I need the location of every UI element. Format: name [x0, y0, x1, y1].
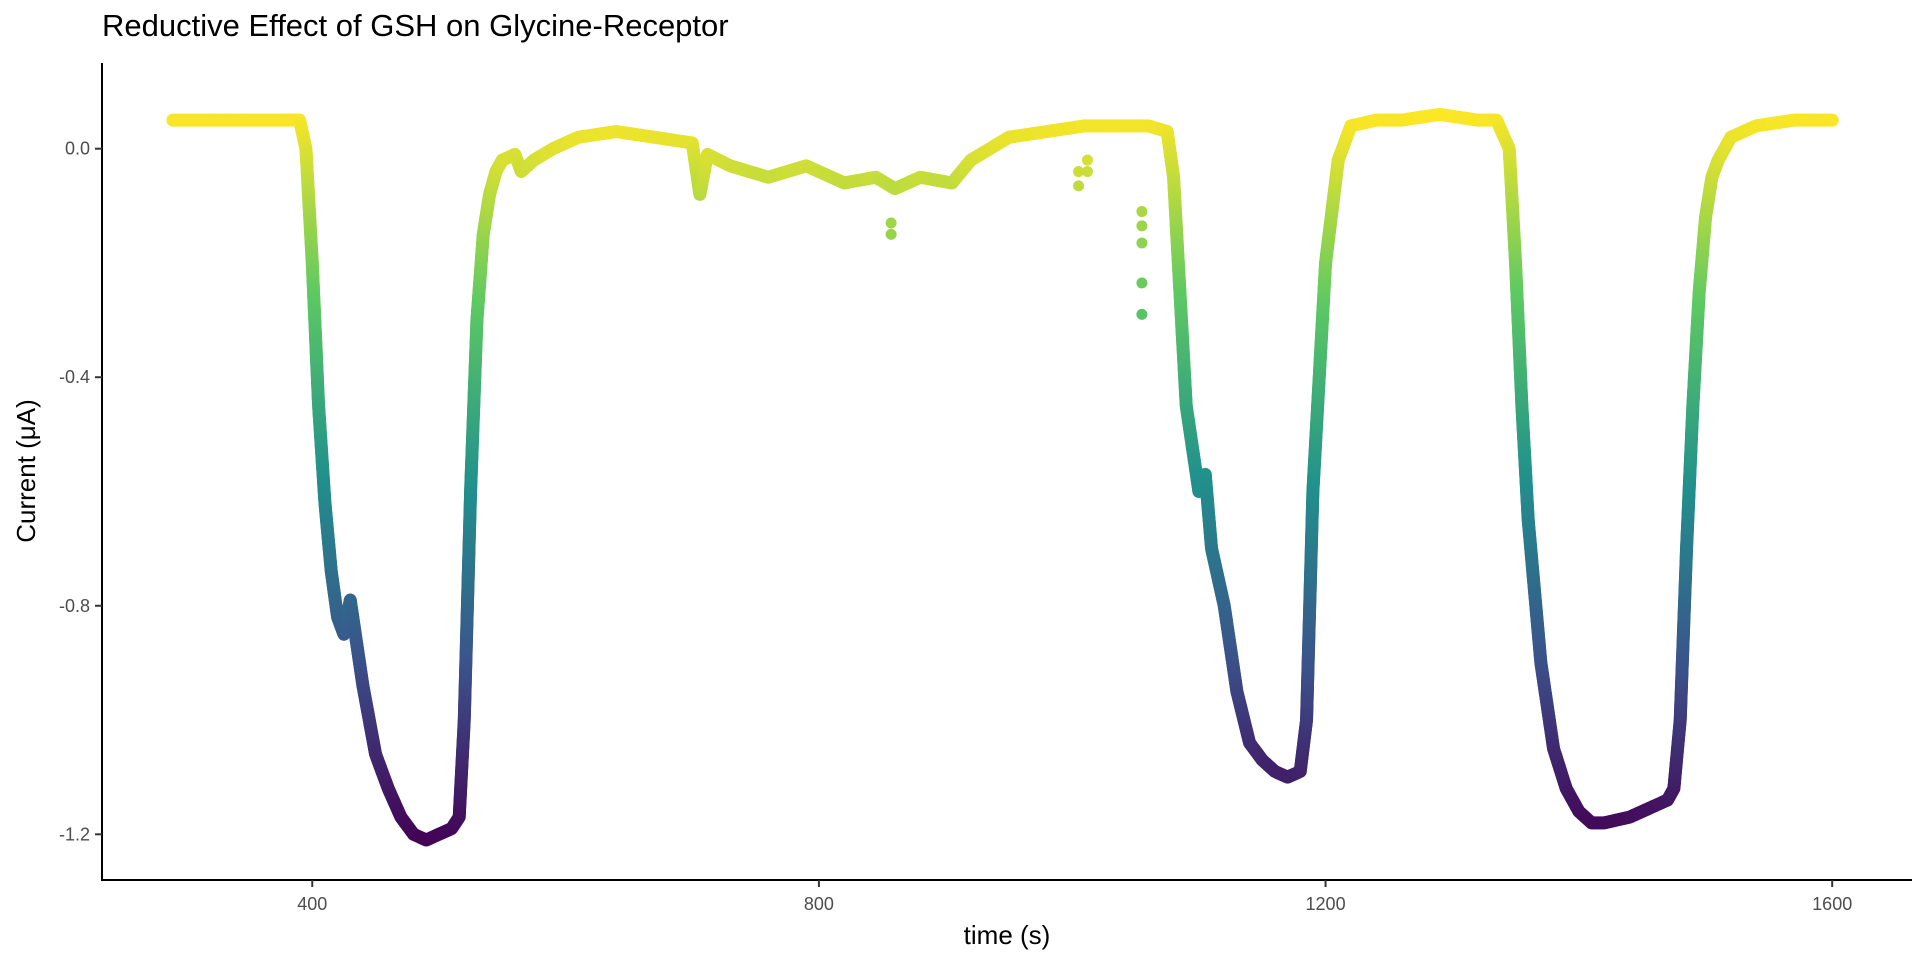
x-tick-label: 400: [297, 894, 327, 914]
data-points: [166, 107, 1839, 847]
y-tick-label: -0.8: [59, 596, 90, 616]
data-point: [1073, 166, 1085, 178]
data-point: [885, 217, 897, 229]
y-tick-label: -0.4: [59, 367, 90, 387]
y-axis-title: Current (μA): [11, 399, 41, 543]
y-tick-label: -1.2: [59, 824, 90, 844]
data-point: [885, 228, 897, 240]
chart-title: Reductive Effect of GSH on Glycine-Recep…: [102, 8, 729, 43]
data-point: [1081, 154, 1093, 166]
data-point: [1136, 308, 1148, 320]
x-tick-label: 800: [804, 894, 834, 914]
data-point: [1136, 206, 1148, 218]
x-tick-label: 1200: [1306, 894, 1346, 914]
data-point: [1825, 113, 1839, 127]
data-point: [1136, 277, 1148, 289]
x-axis-title: time (s): [964, 920, 1051, 950]
y-tick-label: 0.0: [65, 139, 90, 159]
data-point: [1136, 220, 1148, 232]
x-tick-label: 1600: [1812, 894, 1852, 914]
x-axis-ticks: 400 800 1200 1600: [297, 880, 1852, 914]
data-point: [1081, 166, 1093, 178]
y-axis-ticks: 0.0 -0.4 -0.8 -1.2: [59, 139, 102, 844]
data-point: [1073, 180, 1085, 192]
data-point: [1136, 237, 1148, 249]
